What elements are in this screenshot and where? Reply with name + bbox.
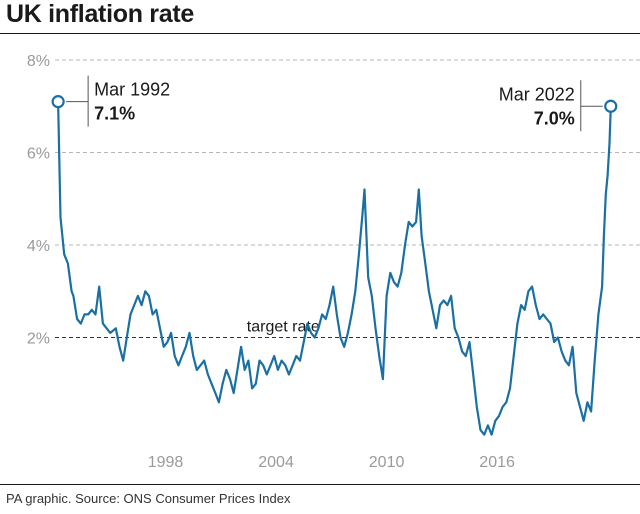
x-tick-label: 2010 bbox=[369, 454, 405, 471]
x-tick-label: 2004 bbox=[258, 454, 294, 471]
top-rule bbox=[0, 33, 640, 34]
annotation-layer: Mar 1992 7.1% Mar 2022 7.0% bbox=[51, 75, 618, 132]
annotation-date: Mar 2022 bbox=[499, 84, 575, 104]
chart-title: UK inflation rate bbox=[6, 0, 194, 28]
series-layer bbox=[57, 100, 612, 436]
y-tick-label: 4% bbox=[27, 238, 50, 255]
x-tick-label: 2016 bbox=[479, 454, 515, 471]
bottom-rule bbox=[0, 484, 640, 485]
annotation-date: Mar 1992 bbox=[94, 80, 170, 100]
y-tick-label: 6% bbox=[27, 146, 50, 163]
y-tick-label: 2% bbox=[27, 331, 50, 348]
inflation-series-line bbox=[57, 100, 612, 436]
annotation-value: 7.1% bbox=[94, 104, 135, 124]
annotation-marker bbox=[604, 99, 618, 113]
annotation-marker bbox=[51, 95, 65, 109]
annotation-value: 7.0% bbox=[534, 108, 575, 128]
source-note: PA graphic. Source: ONS Consumer Prices … bbox=[6, 491, 291, 506]
target-rate-line: target rate bbox=[55, 319, 640, 338]
x-tick-label: 1998 bbox=[148, 454, 184, 471]
axis-ticks: 8% 6% 4% 2% 1998 2004 2010 2016 bbox=[27, 53, 515, 471]
target-rate-label: target rate bbox=[247, 319, 320, 336]
y-tick-label: 8% bbox=[27, 53, 50, 70]
inflation-chart: 8% 6% 4% 2% 1998 2004 2010 2016 target rate Mar… bbox=[27, 53, 640, 471]
